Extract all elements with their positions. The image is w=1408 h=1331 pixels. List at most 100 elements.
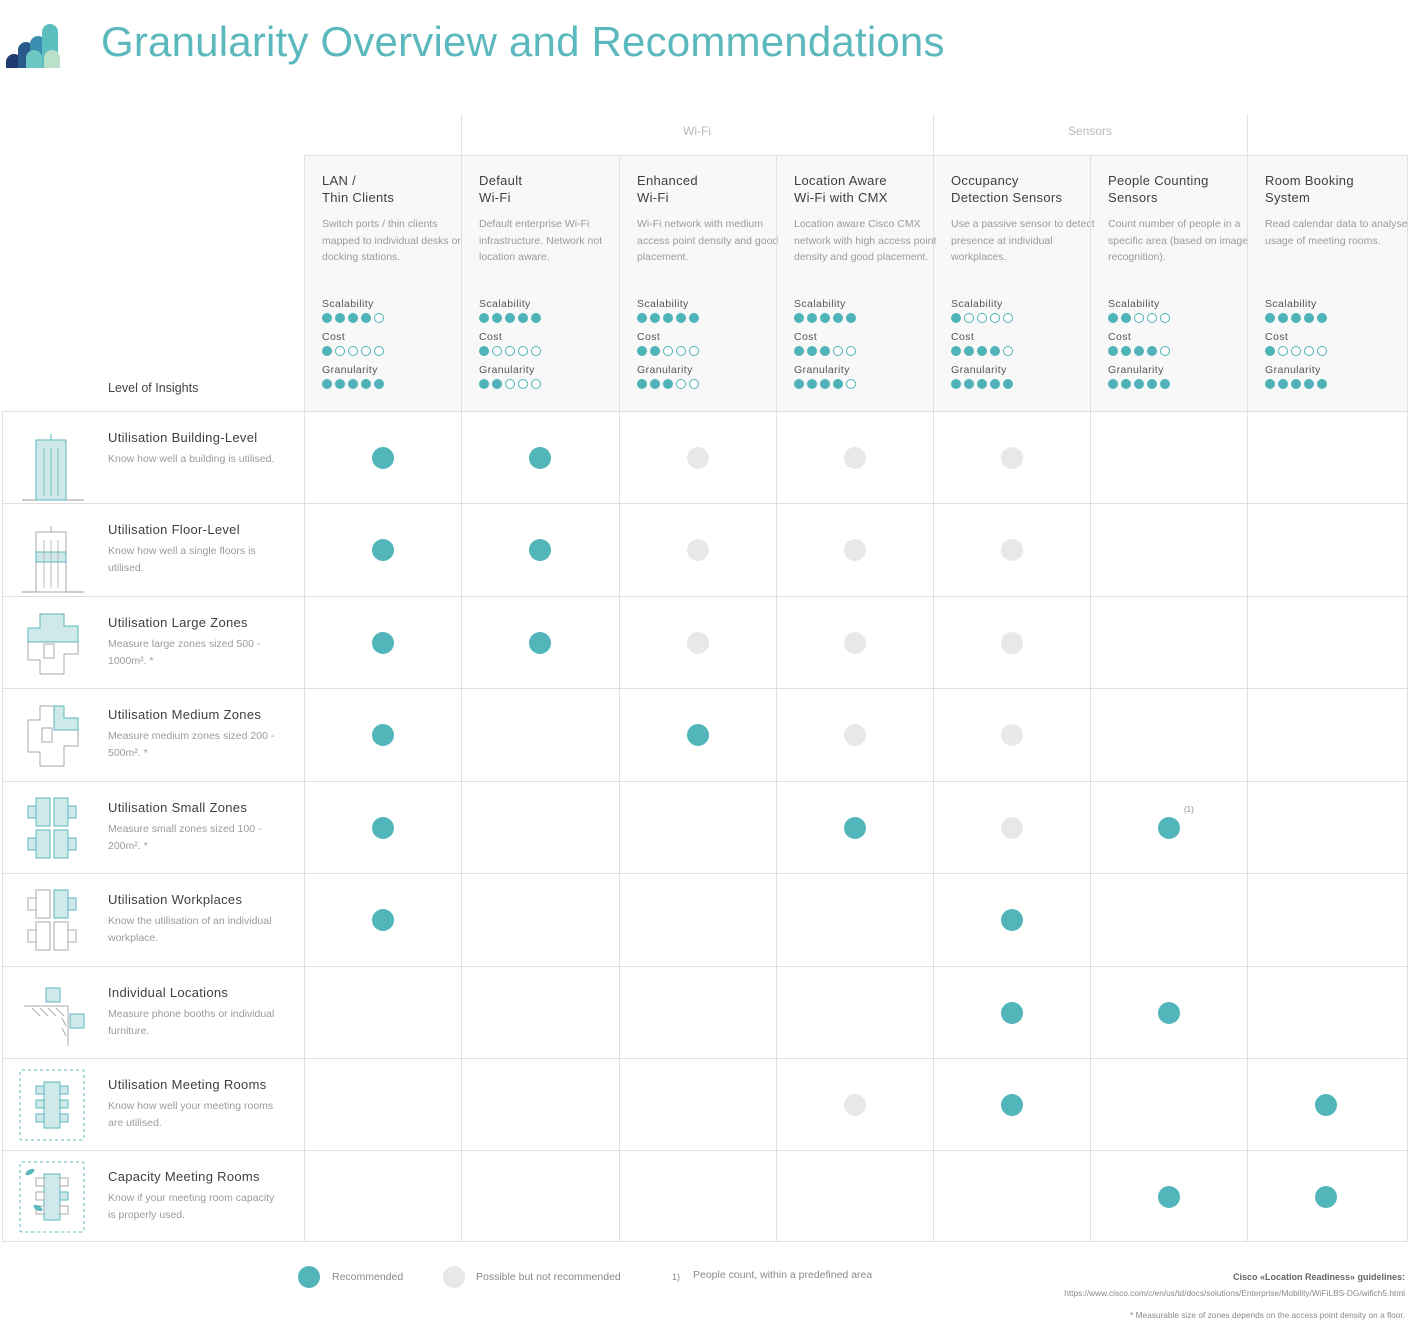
large-zone-icon (27, 613, 79, 675)
row-description: Measure phone booths or individual furni… (108, 1008, 275, 1037)
granularity-label: Granularity (794, 364, 850, 376)
possible-dot (843, 447, 866, 469)
rating-dot (977, 379, 987, 389)
recommended-dot (528, 447, 551, 469)
recommended-dot (843, 817, 866, 839)
row-title: Utilisation Workplaces (108, 892, 243, 907)
meeting-room-icon (19, 1069, 85, 1141)
scalability-label: Scalability (794, 298, 846, 310)
rating-dot (1160, 313, 1170, 323)
recommended-dot (528, 632, 551, 654)
possible-dot (843, 724, 866, 746)
column-header-3: Location Aware Wi-Fi with CMX Location awa… (794, 172, 944, 397)
row-description: Know how well a building is utilised. (108, 453, 275, 465)
granularity-rating (479, 379, 629, 389)
rating-dot (990, 313, 1000, 323)
column-name-line1: Default (479, 173, 523, 188)
zone-size-footnote: * Measurable size of zones depends on th… (1130, 1310, 1405, 1320)
cost-label: Cost (637, 331, 661, 343)
granularity-label: Granularity (322, 364, 378, 376)
column-description: Default enterprise Wi-Fi infrastructure.… (479, 218, 603, 263)
scalability-label: Scalability (479, 298, 531, 310)
cost-label: Cost (322, 331, 346, 343)
workplace-icon (27, 889, 77, 951)
rating-dot (964, 379, 974, 389)
rating-dot (1317, 346, 1327, 356)
building-icon (22, 434, 84, 501)
rating-dot (1003, 346, 1013, 356)
column-description: Use a passive sensor to detect presence … (951, 218, 1095, 263)
granularity-rating (1265, 379, 1408, 389)
row-title: Utilisation Building-Level (108, 430, 258, 445)
row-title: Individual Locations (108, 985, 229, 1000)
footnote-text: People count, within a predefined area (693, 1269, 873, 1281)
cost-rating (637, 346, 787, 356)
rating-dot (1147, 313, 1157, 323)
column-divider (776, 155, 777, 1241)
possible-dot (686, 632, 709, 654)
row-description: Know if your meeting room capacity is pr… (108, 1192, 275, 1221)
row-divider (2, 596, 1408, 597)
rating-dot (322, 313, 332, 323)
rating-dot (1317, 379, 1327, 389)
rating-dot (676, 346, 686, 356)
guidelines-heading: Cisco «Location Readiness» guidelines: (1232, 1272, 1405, 1282)
scalability-label: Scalability (322, 298, 374, 310)
row-divider (2, 503, 1408, 504)
column-name: LAN / Thin Clients (322, 172, 472, 208)
granularity-label: Granularity (951, 364, 1007, 376)
floor-icon (22, 526, 84, 593)
rating-dot (951, 379, 961, 389)
recommended-dot (686, 724, 709, 746)
guidelines-link[interactable]: https://www.cisco.com/c/en/us/td/docs/so… (1064, 1288, 1405, 1298)
rating-dot (531, 313, 541, 323)
legend-recommended-label: Recommended (332, 1271, 404, 1283)
cost-label: Cost (794, 331, 818, 343)
footnote-marker: (1) (1184, 805, 1194, 814)
rating-dot (1278, 379, 1288, 389)
scalability-label: Scalability (1108, 298, 1160, 310)
rating-dot (794, 346, 804, 356)
legend-recommended-dot (298, 1266, 320, 1288)
recommended-dot (1000, 1002, 1023, 1024)
legend-possible-dot (443, 1266, 465, 1288)
rating-dot (846, 313, 856, 323)
granularity-rating (1108, 379, 1258, 389)
rating-dot (1108, 346, 1118, 356)
possible-dot (686, 447, 709, 469)
group-label-sensors: Sensors (1067, 124, 1113, 138)
rating-dot (820, 313, 830, 323)
possible-dot (1000, 632, 1023, 654)
rating-dot (1121, 313, 1131, 323)
row-divider (2, 688, 1408, 689)
medium-zone-icon (27, 705, 79, 767)
column-name-line1: Location Aware (794, 173, 887, 188)
row-title: Utilisation Large Zones (108, 615, 248, 630)
recommended-dot (1157, 1186, 1180, 1208)
column-name-line1: Enhanced (637, 173, 698, 188)
rating-dot (1121, 379, 1131, 389)
rating-dot (951, 313, 961, 323)
rating-dot (1304, 379, 1314, 389)
row-description: Know how well your meeting rooms are uti… (108, 1100, 274, 1129)
row-description: Know how well a single floors is utilise… (108, 545, 256, 574)
rating-dot (650, 346, 660, 356)
rating-dot (1108, 379, 1118, 389)
cost-rating (479, 346, 629, 356)
column-header-6: Room Booking System Read calendar data to … (1265, 172, 1408, 397)
column-divider (2, 411, 3, 1241)
rating-dot (492, 379, 502, 389)
cost-rating (951, 346, 1101, 356)
rating-dot (689, 313, 699, 323)
rating-dot (820, 379, 830, 389)
row-description: Measure large zones sized 500 - 1000m². … (108, 638, 261, 667)
rating-dot (1291, 346, 1301, 356)
rating-dot (964, 313, 974, 323)
rating-dot (518, 313, 528, 323)
column-description: Wi-Fi network with medium access point d… (637, 218, 779, 263)
row-title: Utilisation Floor-Level (108, 522, 240, 537)
rating-dot (518, 346, 528, 356)
column-description: Location aware Cisco CMX network with hi… (794, 218, 937, 263)
rating-dot (479, 379, 489, 389)
rating-dot (637, 346, 647, 356)
